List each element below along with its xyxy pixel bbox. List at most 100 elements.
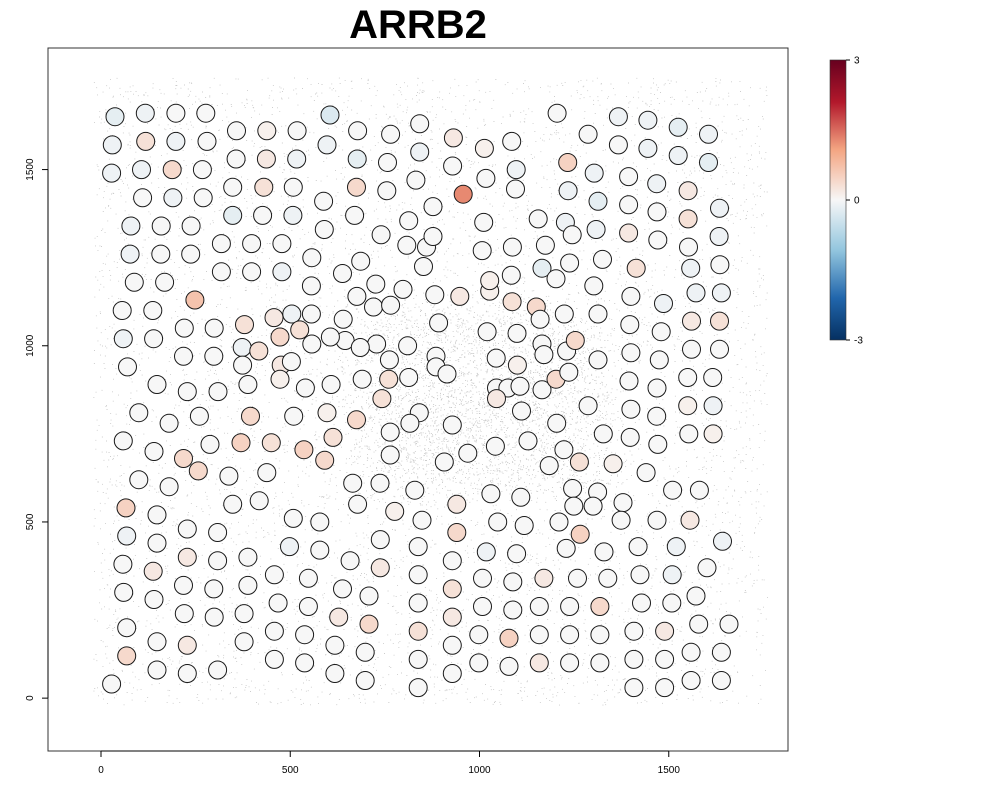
- spot: [242, 262, 262, 282]
- spot: [699, 124, 718, 144]
- spot: [400, 413, 420, 433]
- spot: [443, 156, 463, 176]
- spot: [204, 318, 224, 338]
- spot: [620, 315, 640, 335]
- spot: [295, 378, 315, 398]
- spot: [558, 153, 578, 172]
- spot: [608, 135, 628, 155]
- spot: [647, 510, 667, 530]
- spot: [124, 272, 144, 292]
- spot: [578, 124, 598, 144]
- spot: [476, 168, 496, 188]
- spot: [264, 621, 284, 641]
- spot: [678, 396, 698, 416]
- spot: [223, 494, 243, 514]
- spot: [333, 579, 352, 599]
- spot: [408, 593, 428, 613]
- spot: [211, 262, 231, 282]
- spot: [234, 604, 254, 624]
- spot: [662, 565, 682, 585]
- spot: [590, 653, 610, 673]
- spot: [678, 368, 698, 387]
- spot: [302, 334, 322, 354]
- spot: [442, 579, 462, 599]
- spot: [655, 649, 675, 669]
- spot: [102, 674, 122, 694]
- y-axis: 0 500 1000 1500: [25, 158, 49, 701]
- spot: [678, 181, 698, 201]
- spot: [211, 234, 231, 254]
- spot: [608, 107, 628, 127]
- spot: [514, 516, 534, 535]
- spot: [129, 403, 149, 423]
- spot: [559, 362, 579, 382]
- spot: [144, 329, 164, 349]
- spot: [564, 496, 584, 516]
- spot: [408, 537, 428, 557]
- spot: [532, 380, 552, 400]
- spot: [315, 450, 335, 470]
- spot: [528, 209, 548, 229]
- spot: [560, 253, 580, 273]
- spot: [711, 642, 731, 662]
- spot: [163, 188, 183, 208]
- spot: [588, 304, 608, 324]
- spot: [412, 510, 432, 530]
- spot: [532, 258, 552, 278]
- spot: [410, 114, 430, 134]
- spot: [686, 586, 706, 606]
- spot: [317, 135, 337, 155]
- spot: [588, 191, 608, 211]
- spot: [711, 671, 731, 690]
- spot: [558, 181, 578, 201]
- spot: [159, 477, 179, 497]
- y-tick-label: 0: [25, 695, 36, 701]
- spot: [686, 283, 706, 303]
- colorbar: 3 0 -3: [829, 56, 863, 347]
- spot: [208, 660, 228, 680]
- spot: [320, 105, 340, 125]
- spot: [197, 131, 217, 151]
- x-tick-label: 0: [98, 765, 104, 776]
- spot: [678, 209, 698, 229]
- spot: [442, 664, 462, 683]
- spot: [200, 434, 220, 454]
- spot: [654, 294, 673, 313]
- spot: [347, 149, 367, 169]
- spot: [565, 331, 585, 350]
- spot: [474, 138, 494, 158]
- spot: [689, 480, 709, 500]
- spot: [593, 249, 612, 269]
- spot: [547, 413, 567, 433]
- spot: [283, 508, 303, 528]
- spot: [234, 632, 254, 652]
- spot: [268, 593, 288, 613]
- spot: [117, 526, 137, 546]
- spot: [529, 625, 549, 645]
- spot: [272, 262, 292, 282]
- spot: [554, 304, 574, 324]
- spot: [593, 424, 613, 444]
- spot: [679, 237, 698, 257]
- spot: [563, 479, 583, 498]
- spot: [370, 473, 390, 493]
- spot: [666, 537, 686, 557]
- spot: [174, 346, 193, 366]
- spot: [113, 329, 133, 349]
- spot: [287, 149, 307, 169]
- spot: [249, 491, 269, 511]
- spot: [295, 625, 315, 645]
- spot: [713, 531, 732, 551]
- spot: [647, 378, 667, 398]
- spot: [298, 597, 318, 616]
- spot: [408, 621, 428, 641]
- spot: [480, 271, 500, 291]
- y-tick-label: 500: [25, 513, 36, 530]
- spot: [238, 547, 258, 567]
- spots-layer: [102, 103, 739, 698]
- spot: [147, 533, 167, 553]
- spot: [638, 110, 658, 130]
- spot: [117, 646, 137, 666]
- colorbar-tick-label: -3: [854, 336, 863, 347]
